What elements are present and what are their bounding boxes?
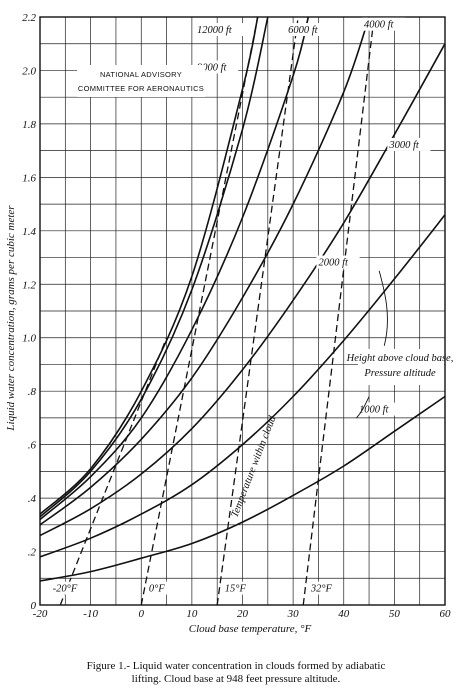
temperature-within-cloud-label: Temperature within cloud xyxy=(230,414,279,519)
plot-frame xyxy=(39,16,446,606)
temperature-line xyxy=(59,337,168,606)
curve-label-3000-ft: 3000 ft xyxy=(388,140,420,151)
y-tick-label: 1.6 xyxy=(22,172,36,184)
curve-label-12000-ft: 12000 ft xyxy=(197,25,233,36)
x-tick-label: 20 xyxy=(237,608,249,620)
caption-line-1: Figure 1.- Liquid water concentration in… xyxy=(86,660,386,672)
y-tick-label: .8 xyxy=(28,386,37,398)
temperature-line xyxy=(140,16,259,606)
height-annotation-line-1: Height above cloud base, xyxy=(346,353,454,364)
curve-label-bg xyxy=(356,402,401,416)
curve-label-bg xyxy=(316,255,360,269)
y-tick-label: 1.2 xyxy=(22,279,36,291)
x-tick-label: 10 xyxy=(186,608,198,620)
height-annotation: Height above cloud base, Pressure altitu… xyxy=(346,349,454,385)
y-tick-label: .4 xyxy=(28,493,37,505)
tick-labels: -20 -10 0 10 20 30 40 50 60 .2 .4 .6 .8 1.0 1.2 1.4 1.6 1… xyxy=(22,12,451,620)
y-tick-label: .6 xyxy=(28,440,37,452)
temp-label-bg xyxy=(308,581,337,595)
curve-1000-ft xyxy=(39,395,446,582)
temperature-lines xyxy=(59,16,375,606)
y-tick-label: 1.4 xyxy=(22,226,36,238)
y-tick-label: 2.0 xyxy=(22,65,36,77)
height-annotation-line-2: Pressure altitude xyxy=(363,368,436,379)
leader-line xyxy=(356,396,370,419)
y-tick-label: 1.8 xyxy=(22,119,36,131)
curve-label-4000-ft: 4000 ft xyxy=(364,20,395,31)
curve-label-bg xyxy=(286,23,330,37)
naca-box: NATIONAL ADVISORY COMMITTEE FOR AERONAUT… xyxy=(77,65,205,97)
curve-label-9000-ft: 9000 ft xyxy=(197,62,228,73)
curve-label-2000-ft: 2000 ft xyxy=(318,258,349,269)
x-tick-label: -10 xyxy=(83,608,98,620)
leader-line xyxy=(378,270,388,346)
x-tick-label: 40 xyxy=(338,608,350,620)
y-tick-label: 1.0 xyxy=(22,333,36,345)
curve-labels: 1000 ft 2000 ft 3000 ft 4000 ft 6000 ft 9000 … xyxy=(50,17,431,595)
temp-label-32F: 32°F xyxy=(310,584,333,595)
x-tick-label: 60 xyxy=(440,608,452,620)
curve-label-bg xyxy=(194,23,244,37)
x-tick-label: 30 xyxy=(287,608,300,620)
curve-label-bg xyxy=(362,17,406,31)
curve-12000-ft xyxy=(39,16,259,515)
curve-label-bg xyxy=(194,60,239,74)
x-tick-label: 50 xyxy=(389,608,401,620)
x-tick-label: -20 xyxy=(33,608,48,620)
y-tick-label: 2.2 xyxy=(22,12,36,24)
caption-line-2: lifting. Cloud base at 948 feet pressure… xyxy=(131,673,341,685)
curve-9000-ft xyxy=(39,16,269,518)
naca-line-2: COMMITTEE FOR AERONAUTICS xyxy=(78,84,204,93)
curve-label-bg xyxy=(387,137,431,151)
curve-4000-ft xyxy=(39,16,370,526)
naca-line-1: NATIONAL ADVISORY xyxy=(100,70,182,79)
x-tick-label: 0 xyxy=(139,608,145,620)
temp-label-bg xyxy=(222,581,251,595)
x-axis-label: Cloud base temperature, °F xyxy=(189,623,312,635)
y-tick-label: .2 xyxy=(28,547,37,559)
curve-2000-ft xyxy=(39,214,446,558)
temp-label-bg xyxy=(146,581,169,595)
curve-label-6000-ft: 6000 ft xyxy=(288,25,319,36)
y-tick-label: 0 xyxy=(31,600,37,612)
temp-label--20F: -20°F xyxy=(53,584,78,595)
temp-label-0F: 0°F xyxy=(149,584,165,595)
grid xyxy=(39,16,446,606)
figure-caption: Figure 1.- Liquid water concentration in… xyxy=(20,660,452,686)
temp-label-bg xyxy=(50,581,85,595)
temp-label-15F: 15°F xyxy=(225,584,247,595)
curve-label-1000-ft: 1000 ft xyxy=(359,405,390,416)
y-axis-label: Liquid water concentration, grams per cu… xyxy=(5,205,17,432)
curve-6000-ft xyxy=(39,16,310,521)
